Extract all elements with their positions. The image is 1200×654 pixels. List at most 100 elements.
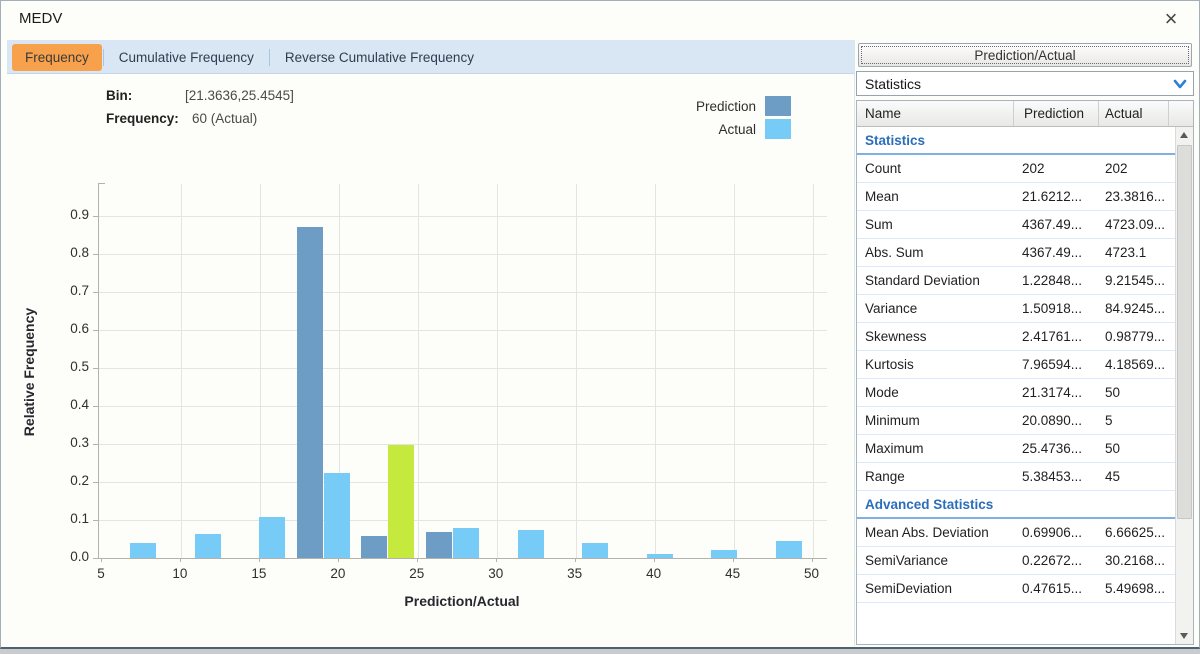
cell-name: Skewness [865, 329, 927, 344]
table-row-semivariance[interactable]: SemiVariance 0.22672... 30.2168... [857, 547, 1176, 575]
table-row-minimum[interactable]: Minimum 20.0890... 5 [857, 407, 1176, 435]
bar-actual-bin8[interactable] [646, 554, 673, 558]
vertical-scrollbar[interactable] [1175, 127, 1193, 644]
table-row-range[interactable]: Range 5.38453... 45 [857, 463, 1176, 491]
column-header-spacer [1169, 101, 1193, 126]
scrollbar-thumb[interactable] [1177, 145, 1192, 520]
highlighted-bar-actual-bin4[interactable] [388, 445, 415, 558]
table-row-mean-abs-deviation[interactable]: Mean Abs. Deviation 0.69906... 6.66625... [857, 519, 1176, 547]
bar-actual-bin2[interactable] [259, 517, 286, 558]
bar-actual-bin6[interactable] [517, 530, 544, 558]
bar-prediction-bin4[interactable] [361, 536, 388, 558]
bar-actual-bin3[interactable] [323, 473, 350, 558]
bar-actual-bin7[interactable] [582, 543, 609, 558]
cell-name: Statistics [865, 132, 926, 148]
v-gridline [259, 184, 261, 558]
table-row-kurtosis[interactable]: Kurtosis 7.96594... 4.18569... [857, 351, 1176, 379]
table-row-mode[interactable]: Mode 21.3174... 50 [857, 379, 1176, 407]
legend-swatch-prediction [765, 96, 791, 116]
bar-actual-bin1[interactable] [194, 534, 221, 558]
plot-area [98, 183, 827, 559]
cell-prediction: 20.0890... [1022, 413, 1083, 428]
x-tick-label: 45 [725, 566, 741, 581]
tab-reverse-cumulative-frequency[interactable]: Reverse Cumulative Frequency [284, 49, 474, 65]
y-tick-mark [93, 444, 98, 445]
y-tick-mark [93, 368, 98, 369]
cell-name: Advanced Statistics [865, 496, 994, 512]
table-row-abs-sum[interactable]: Abs. Sum 4367.49... 4723.1 [857, 239, 1176, 267]
table-row-count[interactable]: Count 202 202 [857, 155, 1176, 183]
bar-actual-bin5[interactable] [452, 528, 479, 558]
cell-prediction: 21.6212... [1022, 189, 1083, 204]
v-gridline [496, 184, 498, 558]
h-gridline [99, 292, 827, 293]
y-tick-mark [93, 482, 98, 483]
h-gridline [99, 368, 827, 369]
table-row-sum[interactable]: Sum 4367.49... 4723.09... [857, 211, 1176, 239]
table-row-maximum[interactable]: Maximum 25.4736... 50 [857, 435, 1176, 463]
prediction-actual-button-label: Prediction/Actual [974, 47, 1076, 63]
cell-prediction: 2.41761... [1022, 329, 1083, 344]
y-tick-mark [93, 558, 98, 559]
cell-name: Minimum [865, 413, 920, 428]
statistics-table: Name Prediction Actual Statistics Count 20… [856, 100, 1194, 645]
legend-label: Prediction [695, 98, 756, 114]
y-tick-mark [93, 520, 98, 521]
chevron-down-icon [1173, 79, 1187, 88]
table-row-standard-deviation[interactable]: Standard Deviation 1.22848... 9.21545... [857, 267, 1176, 295]
scroll-up-icon[interactable] [1180, 132, 1188, 138]
h-gridline [99, 520, 827, 521]
legend-item-actual: Actual [718, 119, 791, 139]
tab-frequency[interactable]: Frequency [12, 43, 102, 71]
column-header-actual[interactable]: Actual [1099, 101, 1169, 126]
column-header-name[interactable]: Name [857, 101, 1014, 126]
y-tick-label: 0.4 [70, 397, 89, 412]
tab-cumulative-frequency[interactable]: Cumulative Frequency [118, 49, 254, 65]
bar-actual-bin0[interactable] [130, 543, 156, 558]
bar-prediction-bin5[interactable] [425, 532, 452, 558]
v-gridline [180, 184, 182, 558]
scroll-down-icon[interactable] [1180, 633, 1188, 639]
cell-prediction: 0.47615... [1022, 581, 1083, 596]
cell-actual: 23.3816... [1105, 189, 1166, 204]
cell-actual: 5 [1105, 413, 1113, 428]
cell-prediction: 1.22848... [1022, 273, 1083, 288]
statistics-dropdown[interactable]: Statistics [856, 71, 1194, 96]
h-gridline [99, 406, 827, 407]
cell-name: Mean Abs. Deviation [865, 525, 989, 540]
h-gridline [99, 216, 827, 217]
y-tick-label: 0.8 [70, 245, 89, 260]
column-header-prediction[interactable]: Prediction [1014, 101, 1099, 126]
cell-actual: 4723.09... [1105, 217, 1166, 232]
v-gridline [417, 184, 419, 558]
x-tick-label: 15 [251, 566, 267, 581]
section-header-advanced-statistics: Advanced Statistics [857, 491, 1176, 519]
table-row-semideviation[interactable]: SemiDeviation 0.47615... 5.49698... [857, 575, 1176, 603]
close-icon[interactable]: × [1164, 6, 1178, 31]
statistics-panel: Prediction/Actual Statistics Name Predic… [854, 40, 1195, 646]
cell-prediction: 4367.49... [1022, 217, 1083, 232]
window-title: MEDV [19, 10, 63, 27]
cell-name: Sum [865, 217, 893, 232]
x-axis-title: Prediction/Actual [404, 593, 520, 609]
cell-prediction: 0.69906... [1022, 525, 1083, 540]
table-row-mean[interactable]: Mean 21.6212... 23.3816... [857, 183, 1176, 211]
cell-prediction: 5.38453... [1022, 469, 1083, 484]
bar-actual-bin9[interactable] [711, 550, 738, 558]
cell-prediction: 4367.49... [1022, 245, 1083, 260]
v-gridline [733, 184, 735, 558]
x-tick-mark [495, 558, 497, 562]
table-row-variance[interactable]: Variance 1.50918... 84.9245... [857, 295, 1176, 323]
x-tick-label: 5 [97, 566, 105, 581]
x-tick-mark [101, 558, 102, 562]
y-tick-label: 0.7 [70, 283, 89, 298]
table-row-skewness[interactable]: Skewness 2.41761... 0.98779... [857, 323, 1176, 351]
y-axis-top-cap [98, 183, 105, 184]
prediction-actual-button[interactable]: Prediction/Actual [858, 43, 1192, 67]
bar-actual-bin10[interactable] [775, 541, 802, 558]
y-tick-mark [93, 254, 98, 255]
y-tick-mark [93, 292, 98, 293]
x-tick-label: 35 [567, 566, 583, 581]
y-tick-label: 0.6 [70, 321, 89, 336]
bar-prediction-bin3[interactable] [296, 227, 323, 558]
